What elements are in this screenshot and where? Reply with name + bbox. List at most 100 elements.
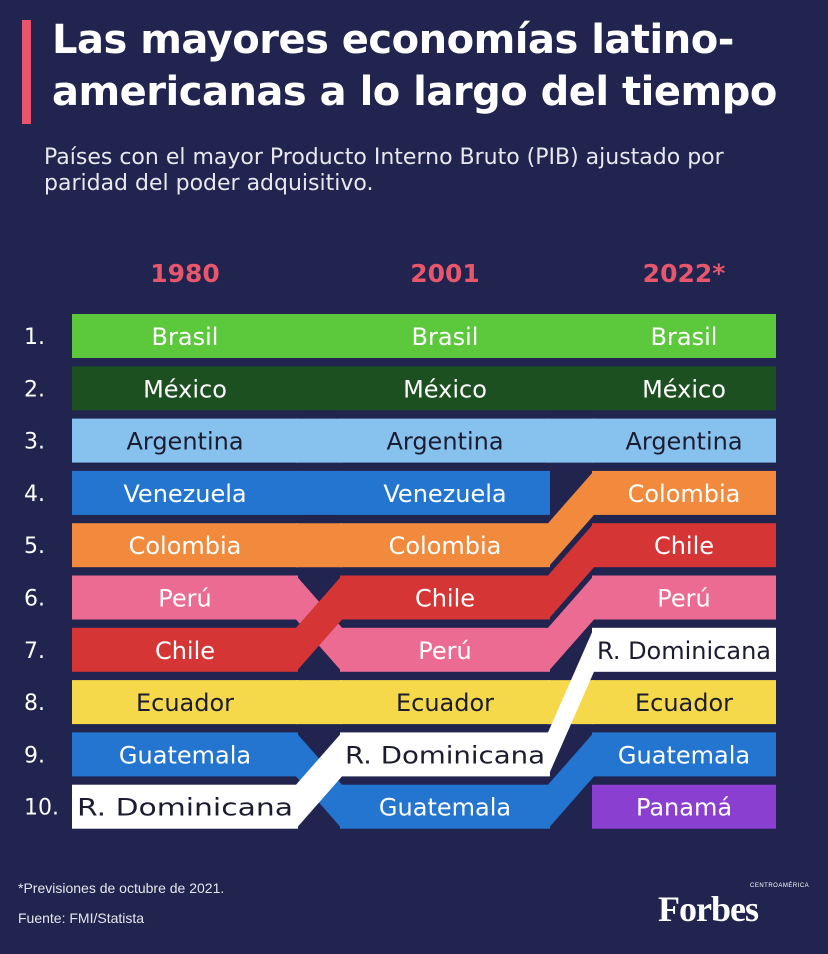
source-note: Fuente: FMI/Statista — [18, 910, 145, 926]
block-venezuela — [72, 470, 298, 515]
connector-venezuela — [296, 470, 342, 515]
label-chile: Chile — [415, 585, 475, 613]
label-ecuador: Ecuador — [136, 689, 234, 717]
rank-label: 6. — [24, 587, 45, 612]
page-title: Las mayores economías latino- americanas… — [52, 14, 822, 118]
block-r-dominicana — [72, 784, 298, 829]
block-mexico — [592, 366, 776, 411]
connector-colombia — [548, 470, 594, 568]
label-chile: Chile — [155, 637, 215, 665]
rank-label: 1. — [24, 325, 45, 350]
label-venezuela: Venezuela — [383, 480, 506, 508]
block-argentina — [72, 418, 298, 463]
label-argentina: Argentina — [126, 428, 243, 456]
block-ecuador — [592, 680, 776, 725]
rank-label: 7. — [24, 639, 45, 664]
block-brasil — [340, 314, 550, 358]
block-peru — [340, 627, 550, 672]
rank-label: 9. — [24, 743, 45, 768]
connector-brasil — [548, 314, 594, 358]
rank-label: 8. — [24, 691, 45, 716]
label-peru: Perú — [657, 585, 710, 613]
year-label: 2001 — [410, 259, 480, 288]
subtitle-line-1: Países con el mayor Producto Interno Bru… — [44, 145, 724, 170]
label-brasil: Brasil — [412, 323, 479, 351]
block-chile — [340, 575, 550, 620]
block-argentina — [340, 418, 550, 463]
title-line-2: americanas a lo largo del tiempo — [52, 69, 777, 115]
rank-label: 2. — [24, 377, 45, 402]
connector-r-dominicana — [548, 627, 594, 777]
connector-chile — [296, 575, 342, 672]
label-ecuador: Ecuador — [396, 689, 494, 717]
rank-label: 3. — [24, 430, 45, 455]
block-brasil — [72, 314, 298, 358]
block-r-dominicana — [592, 627, 776, 672]
rank-label: 4. — [24, 482, 45, 507]
block-peru — [72, 575, 298, 620]
label-r-dominicana: R. Dominicana — [345, 741, 545, 769]
logo-subtext: CENTROAMÉRICA — [750, 883, 810, 889]
connector-r-dominicana — [296, 732, 342, 829]
block-ecuador — [340, 680, 550, 725]
block-guatemala — [592, 732, 776, 777]
label-guatemala: Guatemala — [379, 794, 511, 822]
connector-ecuador — [296, 680, 342, 725]
connector-colombia — [296, 523, 342, 568]
logo-wordmark: Forbes — [658, 889, 759, 929]
label-argentina: Argentina — [625, 428, 742, 456]
block-argentina — [592, 418, 776, 463]
label-brasil: Brasil — [152, 323, 219, 351]
block-colombia — [340, 523, 550, 568]
connector-chile — [548, 523, 594, 620]
block-colombia — [72, 523, 298, 568]
label-colombia: Colombia — [129, 532, 242, 560]
connector-argentina — [548, 418, 594, 463]
block-peru — [592, 575, 776, 620]
label-peru: Perú — [418, 637, 471, 665]
label-chile: Chile — [654, 532, 714, 560]
forecast-footnote: *Previsiones de octubre de 2021. — [18, 880, 225, 896]
label-mexico: México — [143, 375, 227, 403]
label-mexico: México — [403, 375, 487, 403]
block-mexico — [340, 366, 550, 411]
block-chile — [592, 523, 776, 568]
page-subtitle: Países con el mayor Producto Interno Bru… — [44, 145, 814, 197]
label-argentina: Argentina — [386, 428, 503, 456]
rank-label: 10. — [24, 796, 59, 821]
connector-brasil — [296, 314, 342, 358]
connector-argentina — [296, 418, 342, 463]
label-peru: Perú — [158, 585, 211, 613]
label-panama: Panamá — [636, 794, 732, 822]
block-guatemala — [72, 732, 298, 777]
connector-m-xico — [296, 366, 342, 411]
block-r-dominicana — [340, 732, 550, 777]
label-mexico: México — [642, 375, 726, 403]
block-brasil — [592, 314, 776, 358]
rank-label: 5. — [24, 534, 45, 559]
forbes-logo: CENTROAMÉRICA Forbes — [658, 880, 810, 940]
subtitle-line-2: paridad del poder adquisitivo. — [44, 171, 374, 196]
connector-m-xico — [548, 366, 594, 411]
label-guatemala: Guatemala — [119, 741, 251, 769]
label-colombia: Colombia — [628, 480, 741, 508]
block-venezuela — [340, 470, 550, 515]
label-r-dominicana: R. Dominicana — [597, 637, 771, 665]
block-colombia — [592, 470, 776, 515]
label-ecuador: Ecuador — [635, 689, 733, 717]
label-colombia: Colombia — [389, 532, 502, 560]
label-venezuela: Venezuela — [123, 480, 246, 508]
block-panama — [592, 784, 776, 829]
connector-per- — [548, 575, 594, 672]
block-ecuador — [72, 680, 298, 725]
year-label: 2022* — [643, 259, 726, 288]
block-guatemala — [340, 784, 550, 829]
label-brasil: Brasil — [651, 323, 718, 351]
label-r-dominicana: R. Dominicana — [77, 794, 293, 822]
year-label: 1980 — [150, 259, 220, 288]
label-guatemala: Guatemala — [618, 741, 750, 769]
title-line-1: Las mayores economías latino- — [52, 17, 734, 63]
title-accent-bar — [22, 20, 31, 124]
block-chile — [72, 627, 298, 672]
